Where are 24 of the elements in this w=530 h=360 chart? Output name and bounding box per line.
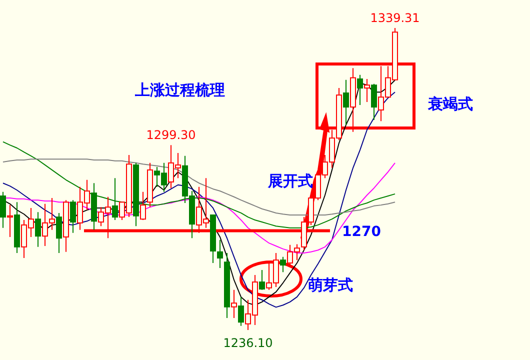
annotation: 1236.10	[223, 336, 273, 350]
candlestick	[56, 212, 62, 254]
annotation: 1299.30	[146, 128, 196, 142]
candlestick	[112, 178, 118, 220]
candlestick	[343, 79, 349, 126]
candlestick	[357, 74, 363, 106]
annotation: 1339.31	[370, 11, 420, 25]
candlestick	[371, 83, 377, 120]
candlestick	[0, 191, 6, 228]
candlestick	[70, 200, 76, 234]
candlestick	[231, 289, 237, 319]
annotation: 展开式	[267, 172, 313, 190]
candlestick	[364, 78, 370, 103]
text: 上涨过程梳理	[134, 81, 225, 99]
candlestick	[217, 239, 223, 268]
text: 衰竭式	[427, 95, 473, 113]
candlestick	[140, 191, 146, 220]
candlestick	[238, 296, 244, 326]
ref-line-label: 1270	[342, 224, 382, 240]
candlestick	[7, 204, 13, 238]
candlestick	[280, 256, 286, 273]
candlestick	[35, 212, 41, 248]
annotation: 萌芽式	[307, 276, 353, 294]
candlestick	[259, 270, 265, 290]
